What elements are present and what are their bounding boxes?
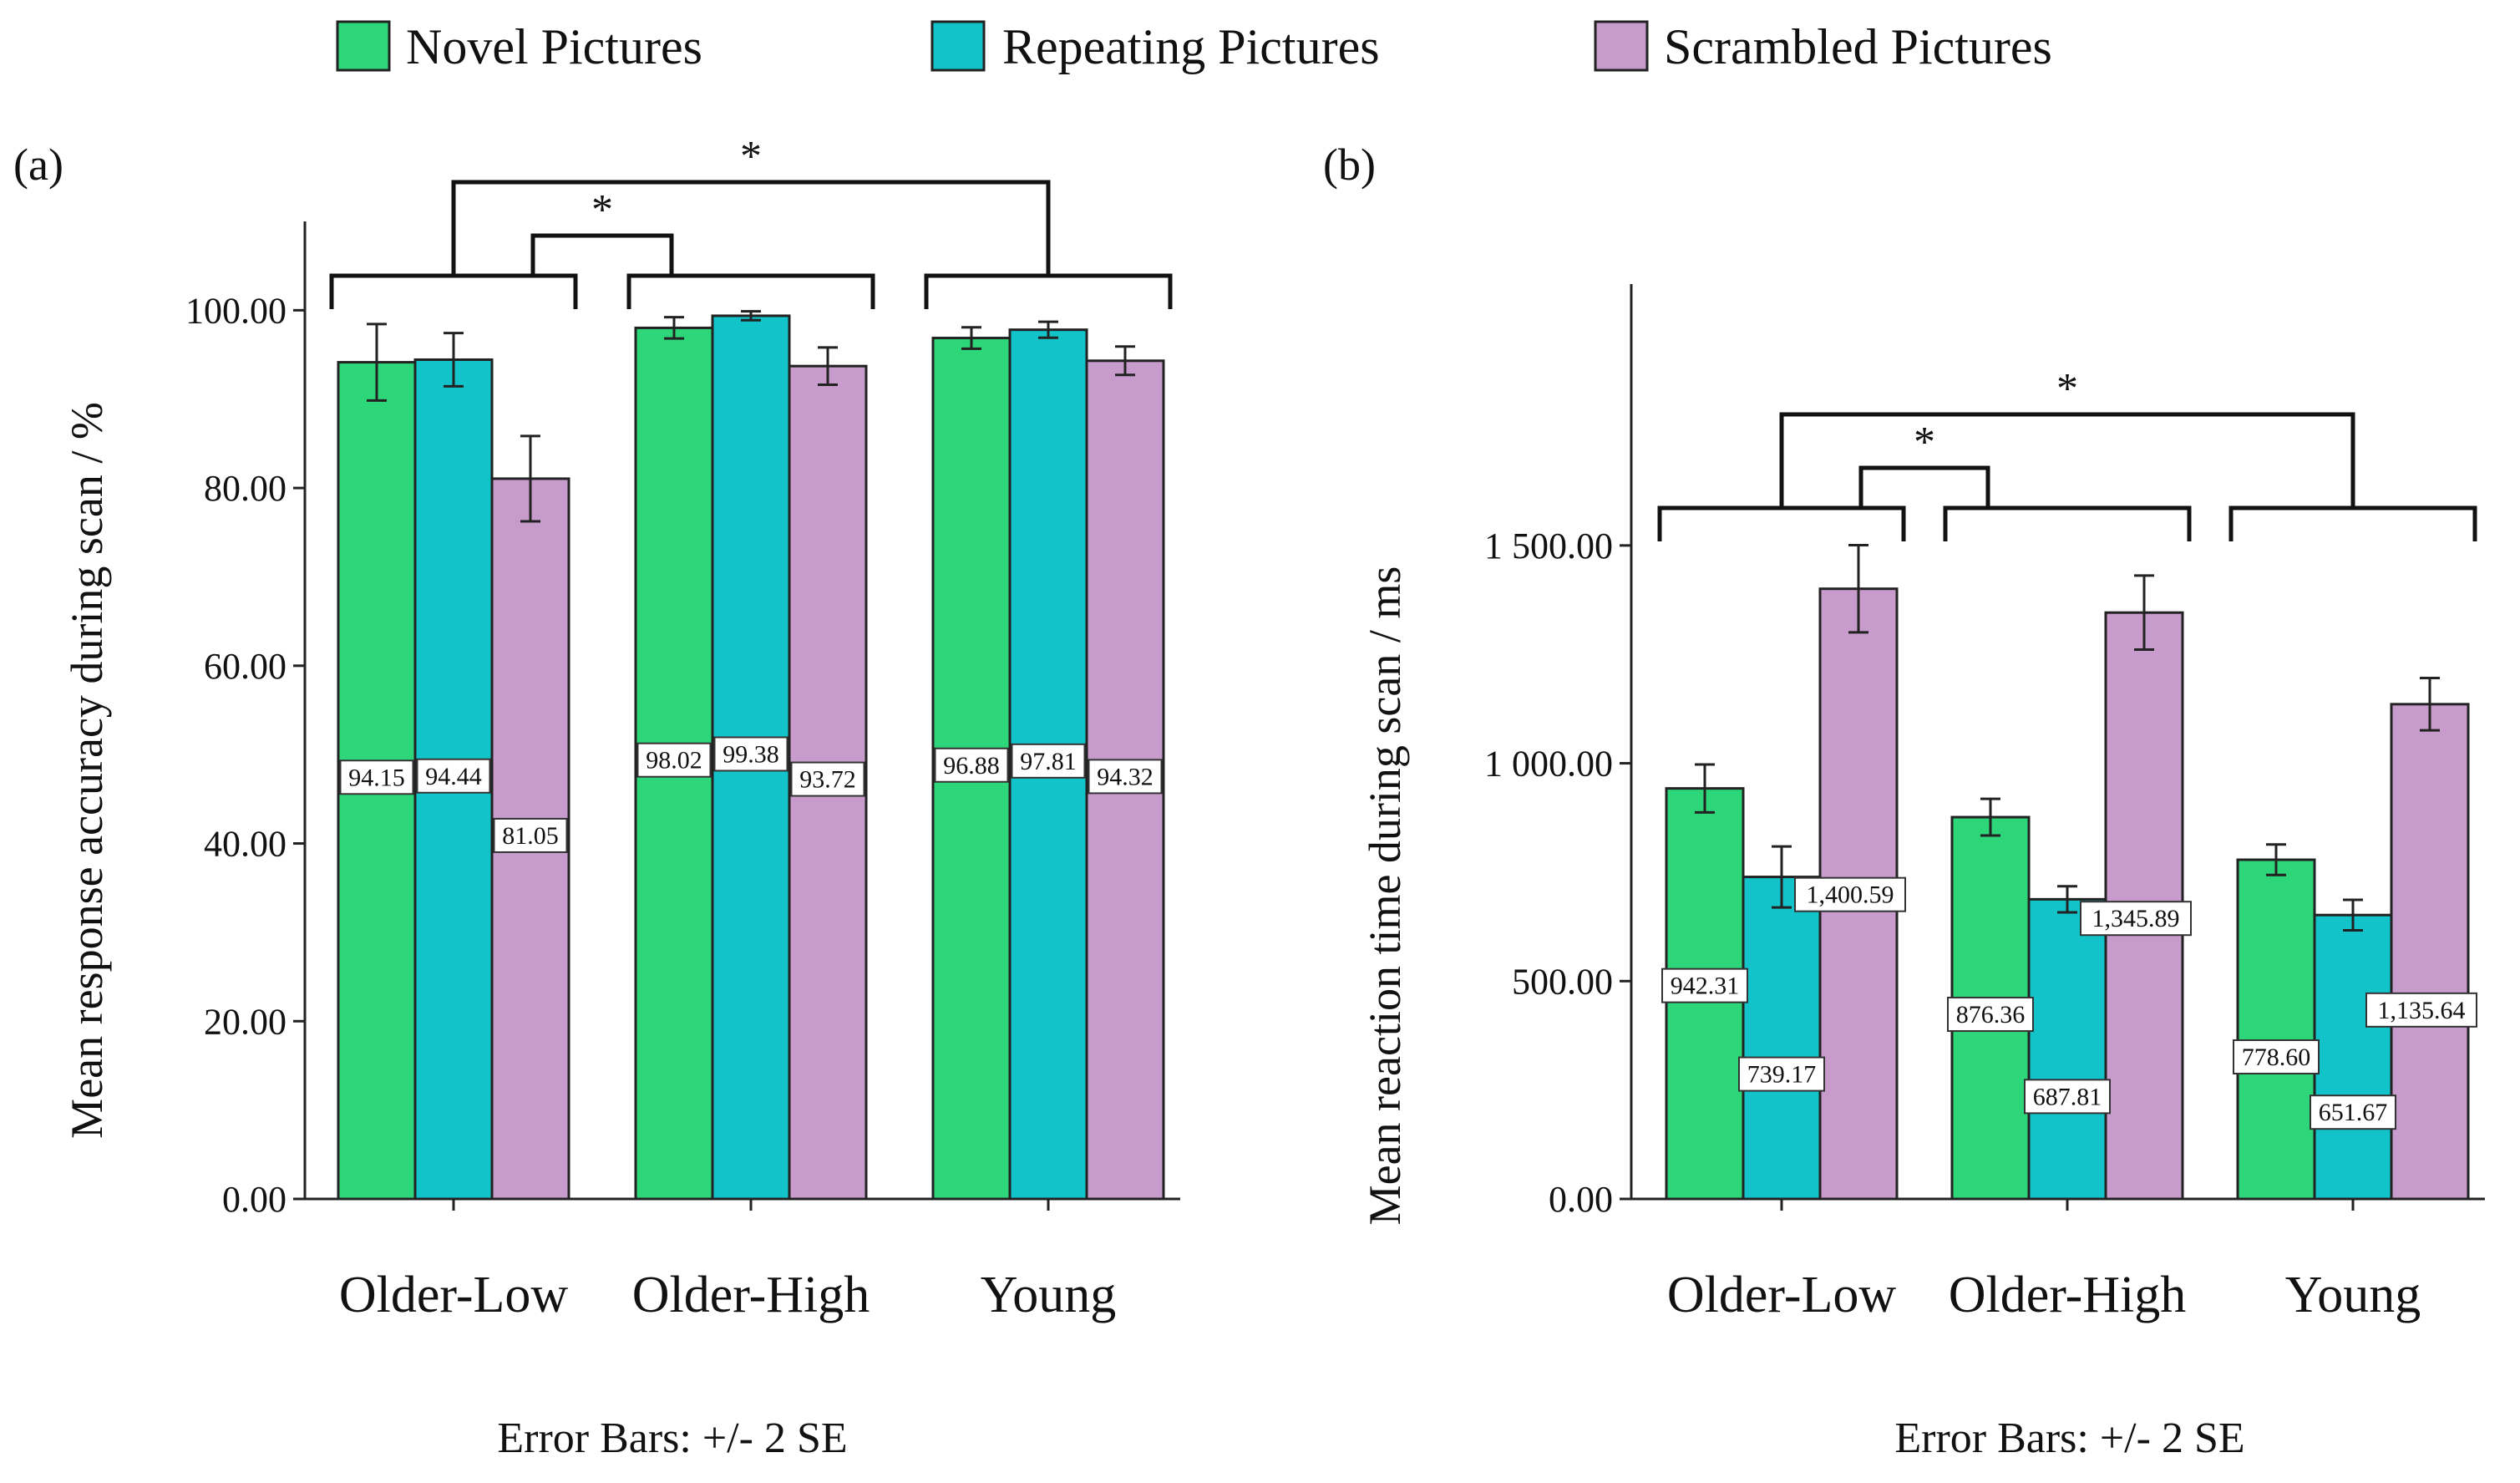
data-label-box	[790, 761, 865, 797]
data-label: 94.32	[1097, 763, 1154, 790]
group-bracket	[626, 273, 875, 309]
significance-bracket	[530, 233, 674, 276]
panel-b-y-axis-title: Mean reaction time during scan / ms	[1360, 566, 1410, 1226]
significance-star: *	[2056, 365, 2078, 413]
data-label: 94.15	[348, 764, 405, 791]
data-label: 1,400.59	[1807, 881, 1894, 909]
x-category-label: Older-Low	[339, 1267, 568, 1323]
y-tick-label: 80.00	[204, 468, 286, 509]
y-tick-label: 500.00	[1512, 961, 1613, 1002]
bar-scrambled	[2390, 703, 2470, 1201]
y-tick-label: 1 000.00	[1484, 744, 1613, 785]
data-label-box	[2233, 1039, 2320, 1075]
legend-label-novel: Novel Pictures	[406, 19, 702, 74]
data-label-box	[934, 747, 1009, 783]
group-bracket	[1943, 505, 2192, 541]
legend-label-repeating: Repeating Pictures	[1002, 19, 1380, 74]
data-label-box	[1661, 968, 1748, 1003]
bar-repeating	[1742, 876, 1822, 1201]
panel-a-label: (a)	[13, 140, 63, 190]
data-label: 93.72	[799, 766, 856, 794]
significance-star: *	[591, 186, 613, 234]
data-label: 651.67	[2319, 1099, 2388, 1126]
panel-b-label: (b)	[1323, 140, 1376, 190]
data-label: 876.36	[1956, 1001, 2026, 1028]
panel-b: (b) Mean reaction time during scan / ms …	[1323, 140, 2485, 1462]
bar-repeating	[2313, 913, 2393, 1201]
data-label: 99.38	[723, 740, 779, 768]
y-tick-label: 0.00	[222, 1179, 286, 1220]
panel-a-y-axis-title: Mean response accuracy during scan / %	[62, 402, 112, 1139]
data-label-box	[1011, 743, 1086, 779]
data-label: 94.44	[425, 763, 482, 790]
y-tick-label: 20.00	[204, 1001, 286, 1042]
panel-b-footnote: Error Bars: +/- 2 SE	[1894, 1414, 2244, 1462]
data-label: 778.60	[2242, 1044, 2311, 1071]
data-label: 1,135.64	[2378, 997, 2466, 1024]
data-label-box	[1088, 759, 1163, 795]
data-label-box	[1794, 876, 1906, 912]
data-label-box	[2024, 1079, 2111, 1115]
group-bracket	[924, 273, 1173, 309]
x-category-label: Young	[981, 1267, 1117, 1323]
data-label: 81.05	[502, 822, 559, 850]
panel-a: (a) Mean response accuracy during scan /…	[13, 133, 1180, 1462]
group-bracket	[1657, 505, 1906, 541]
data-label-box	[339, 759, 414, 795]
legend: Novel Pictures Repeating Pictures Scramb…	[336, 19, 2052, 74]
data-label-box	[713, 736, 788, 772]
panel-a-footnote: Error Bars: +/- 2 SE	[497, 1414, 847, 1462]
data-label-box	[416, 758, 491, 794]
data-label: 687.81	[2033, 1083, 2102, 1110]
data-label-box	[2310, 1094, 2396, 1130]
y-tick-label: 100.00	[185, 290, 286, 331]
significance-star: *	[740, 133, 762, 180]
data-label: 739.17	[1747, 1061, 1817, 1089]
panel-b-plot: 0.00 500.00 1 000.00 1 500.00 Older-Low Older…	[1484, 284, 2485, 1323]
x-category-label: Young	[2285, 1267, 2421, 1323]
data-label-box	[1947, 997, 2034, 1033]
legend-swatch-scrambled	[1594, 20, 1649, 72]
bar-novel	[2236, 858, 2316, 1201]
data-label: 98.02	[646, 747, 702, 775]
x-category-label: Older-High	[1949, 1267, 2187, 1323]
data-label: 1,345.89	[2092, 905, 2180, 932]
data-label-box	[2080, 901, 2192, 937]
group-bracket	[2228, 505, 2477, 541]
y-tick-label: 40.00	[204, 824, 286, 865]
x-category-label: Older-Low	[1667, 1267, 1896, 1323]
significance-bracket	[1779, 412, 2355, 508]
y-tick-label: 60.00	[204, 646, 286, 687]
significance-star: *	[1914, 419, 1935, 466]
x-category-label: Older-High	[632, 1267, 870, 1323]
group-bracket	[329, 273, 578, 309]
bar-repeating	[2027, 897, 2107, 1201]
data-label-box	[493, 817, 568, 853]
panel-a-plot: 0.00 20.00 40.00 60.00 80.00 100.00 Older-Low O…	[185, 133, 1180, 1323]
y-tick-label: 0.00	[1549, 1179, 1613, 1220]
y-tick-label: 1 500.00	[1484, 526, 1613, 566]
data-label: 942.31	[1671, 973, 1740, 1000]
legend-swatch-novel	[336, 20, 391, 72]
data-label: 97.81	[1020, 748, 1077, 775]
significance-bracket	[1858, 465, 1990, 508]
data-label-box	[1738, 1056, 1825, 1092]
significance-bracket	[451, 180, 1051, 276]
legend-label-scrambled: Scrambled Pictures	[1664, 19, 2052, 74]
data-label-box	[2365, 992, 2477, 1028]
legend-swatch-repeating	[930, 20, 986, 72]
data-label: 96.88	[943, 752, 1000, 780]
data-label-box	[636, 742, 712, 778]
